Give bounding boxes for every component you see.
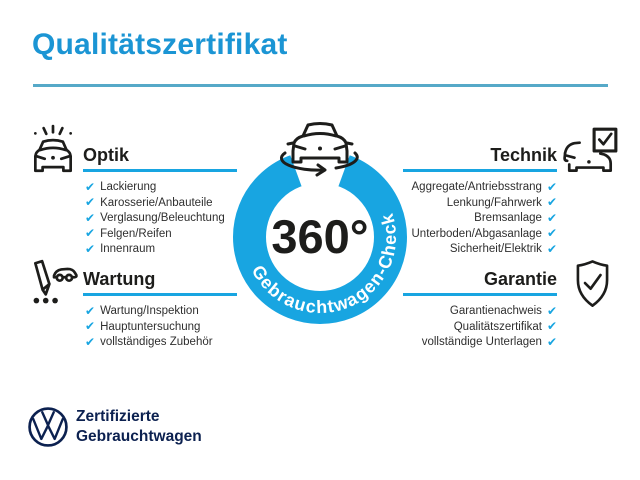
check-icon: ✔ (546, 319, 557, 334)
check-item: ✔ Karosserie/Anbauteile (85, 195, 213, 210)
check-item: ✔ Innenraum (85, 241, 156, 256)
check-icon: ✔ (85, 195, 96, 210)
check-item: ✔ Felgen/Reifen (85, 226, 172, 241)
garantie-item-list: Garantienachweis ✔ Qualitätszertifikat ✔ v… (357, 303, 557, 350)
section-divider-wartung (83, 293, 237, 296)
check-icon: ✔ (85, 210, 96, 225)
car-checkbox-icon (563, 127, 618, 172)
shiny-car-icon (33, 124, 73, 173)
shield-check-icon (576, 260, 609, 307)
check-item: Unterboden/Abgasanlage ✔ (411, 226, 558, 241)
title-divider (33, 84, 608, 87)
section-title-wartung: Wartung (83, 269, 156, 289)
check-item: Aggregate/Antriebsstrang ✔ (411, 179, 557, 194)
section-title-technik: Technik (490, 145, 557, 165)
brand-line-1: Zertifizierte (76, 408, 160, 425)
check-icon: ✔ (546, 334, 557, 349)
check-item: ✔ Wartung/Inspektion (85, 303, 199, 318)
check-icon: ✔ (85, 303, 96, 318)
check-icon: ✔ (85, 179, 96, 194)
wartung-item-list: ✔ Wartung/Inspektion ✔ Hauptuntersuchung ✔… (85, 303, 213, 350)
check-icon: ✔ (546, 226, 557, 241)
check-item: vollständige Unterlagen ✔ (421, 334, 557, 349)
badge-degrees: 360° (271, 210, 368, 263)
check-icon: ✔ (546, 179, 557, 194)
check-item: Qualitätszertifikat ✔ (453, 319, 557, 334)
page-title: Qualitätszertifikat (32, 28, 288, 61)
optik-item-list: ✔ Lackierung ✔ Karosserie/Anbauteile ✔ Verg… (85, 179, 225, 257)
section-divider-technik (403, 169, 557, 172)
check-item: Garantienachweis ✔ (449, 303, 557, 318)
360-badge: Gebrauchtwagen-Check 360° (233, 122, 407, 324)
check-item: ✔ Lackierung (85, 179, 157, 194)
check-item: ✔ vollständiges Zubehör (85, 334, 213, 349)
service-checklist-icon (33, 259, 78, 304)
technik-item-list: Aggregate/Antriebsstrang ✔ Lenkung/Fahrwe… (357, 179, 558, 257)
vw-logo (28, 407, 68, 447)
brand-wordmark: Zertifizierte Gebrauchtwagen (76, 407, 202, 446)
brand-line-2: Gebrauchtwagen (76, 427, 202, 445)
section-divider-optik (83, 169, 237, 172)
check-icon: ✔ (85, 241, 96, 256)
section-title-optik: Optik (83, 145, 130, 165)
check-icon: ✔ (85, 226, 96, 241)
check-item: Sicherheit/Elektrik ✔ (449, 241, 557, 256)
check-icon: ✔ (85, 319, 96, 334)
check-item: ✔ Verglasung/Beleuchtung (85, 210, 225, 225)
check-item: Bremsanlage ✔ (474, 210, 557, 225)
section-divider-garantie (403, 293, 557, 296)
section-title-garantie: Garantie (483, 269, 557, 289)
check-item: ✔ Hauptuntersuchung (85, 319, 201, 334)
check-icon: ✔ (546, 195, 557, 210)
check-icon: ✔ (85, 334, 96, 349)
check-icon: ✔ (546, 303, 557, 318)
check-item: Lenkung/Fahrwerk ✔ (446, 195, 557, 210)
rotating-car-icon (279, 122, 359, 177)
check-icon: ✔ (546, 241, 557, 256)
check-icon: ✔ (546, 210, 557, 225)
